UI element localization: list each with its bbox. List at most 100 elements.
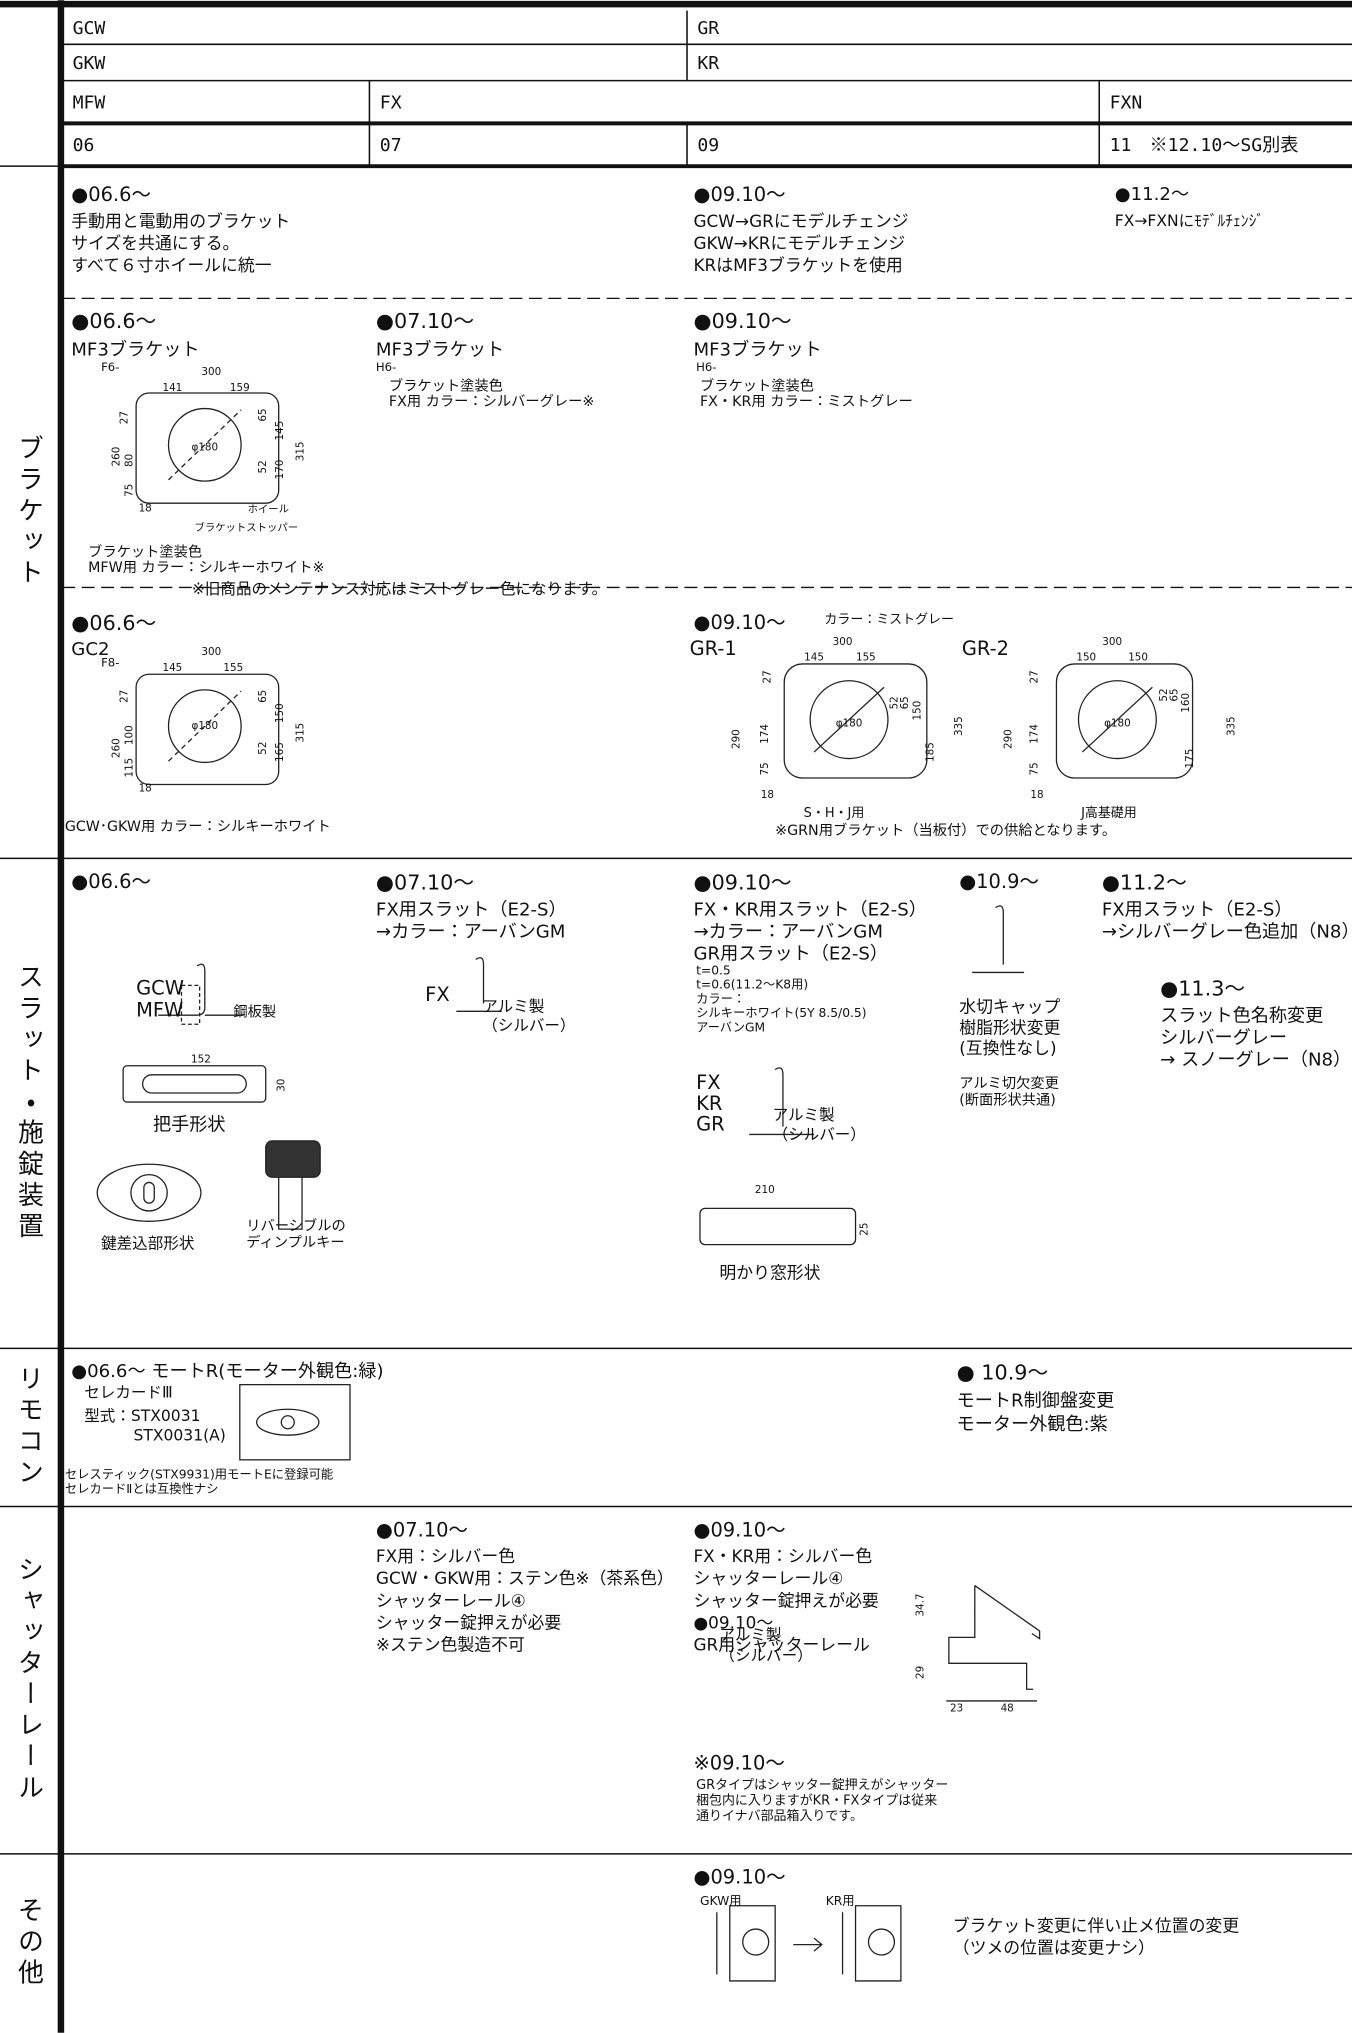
note-line: 明かり窓形状 xyxy=(719,1262,820,1282)
dimension-label: 27 xyxy=(761,670,773,683)
dimension-label: 18 xyxy=(761,789,774,801)
note-line: 梱包内に入りますがKR・FXタイプは従来 xyxy=(696,1793,937,1809)
header-cell: GCW xyxy=(73,18,106,39)
section-label: その他 xyxy=(14,1897,44,1990)
dimension-label: 52 xyxy=(257,742,269,755)
section-label: ブラケット xyxy=(14,434,44,590)
dimension-label: 150 xyxy=(1076,651,1096,663)
dimension-label: 165 xyxy=(274,742,286,762)
dimension-label: 48 xyxy=(1001,1703,1014,1715)
note-line: ※旧商品のメンテナンス対応はミストグレー色になります。 xyxy=(192,580,607,598)
header-cell: 11 ※12.10〜SG別表 xyxy=(1110,135,1299,156)
header-cell: 09 xyxy=(697,135,719,156)
dimension-label: φ180 xyxy=(836,718,863,730)
dimension-label: 300 xyxy=(833,636,853,648)
note-line: カラー： xyxy=(696,992,745,1006)
note-line: →カラー：アーバンGM xyxy=(376,921,566,942)
note-line: FX用スラット（E2-S） xyxy=(376,899,567,920)
dimension-label: 65 xyxy=(1168,688,1180,701)
note-line: アーバンGM xyxy=(696,1020,765,1034)
note-line: （シルバー） xyxy=(482,1017,575,1035)
note-line: MFW用 カラー：シルキーホワイト※ xyxy=(88,560,324,576)
dimension-label: 155 xyxy=(856,651,876,663)
section-label: スラット・施錠装置 xyxy=(14,963,44,1243)
dimension-label: 150 xyxy=(912,701,924,721)
slat-drawings xyxy=(96,905,1025,1246)
note-line: ●07.10〜 xyxy=(376,1518,468,1541)
note-line: サイズを共通にする。 xyxy=(71,233,239,253)
note-line: FX・KR用スラット（E2-S） xyxy=(693,899,926,920)
note-line: ブラケット変更に伴い止メ位置の変更 xyxy=(953,1916,1240,1936)
header-cell: 06 xyxy=(73,135,95,156)
note-line: ●11.2〜 xyxy=(1115,184,1189,205)
dimension-label: φ180 xyxy=(192,441,219,453)
dimension-label: 30 xyxy=(275,1079,287,1092)
note-line: (断面形状共通) xyxy=(959,1092,1056,1109)
note-line: GKW用 xyxy=(700,1894,742,1908)
dimension-label: 25 xyxy=(859,1222,871,1235)
note-line: FX xyxy=(425,983,450,1006)
note-line: セレカードⅢ xyxy=(84,1384,172,1402)
note-line: ●06.6〜 xyxy=(71,183,151,206)
note-line: ●09.10〜 xyxy=(693,309,791,333)
dimension-label: 34.7 xyxy=(914,1593,926,1616)
dimension-label: 290 xyxy=(1002,729,1014,749)
note-line: モートR制御盤変更 xyxy=(957,1391,1115,1412)
header-cell: GR xyxy=(697,18,719,39)
note-line: J高基礎用 xyxy=(1080,805,1137,821)
header-cell: KR xyxy=(697,53,719,74)
header-cell: FX xyxy=(380,92,402,113)
note-line: （シルバー） xyxy=(773,1126,866,1144)
note-line: スラット色名称変更 xyxy=(1160,1006,1323,1027)
dimension-label: 115 xyxy=(124,758,136,778)
dimension-label: 145 xyxy=(163,662,183,674)
note-line: GR-1 xyxy=(690,637,737,660)
dimension-label: 75 xyxy=(1028,762,1040,775)
note-line: 型式：STX0031 xyxy=(84,1407,200,1425)
note-line: ●09.10〜 xyxy=(693,183,785,206)
dimension-label: 335 xyxy=(953,716,965,736)
note-line: アルミ製 xyxy=(719,1626,781,1644)
note-line: →カラー：アーバンGM xyxy=(693,921,883,942)
note-line: FX用 カラー：シルバーグレー※ xyxy=(389,393,594,410)
dimension-label: 300 xyxy=(201,366,221,378)
note-line: （シルバー） xyxy=(719,1647,812,1665)
note-line: S・H・J用 xyxy=(804,806,865,821)
note-line: KRはMF3ブラケットを使用 xyxy=(693,255,902,275)
note-line: H6- xyxy=(696,360,716,374)
note-line: ※GRN用ブラケット（当板付）での供給となります。 xyxy=(775,821,1116,839)
note-line: シャッターレール④ xyxy=(376,1590,526,1610)
note-line: (互換性なし) xyxy=(959,1038,1056,1058)
note-line: ブラケット塗装色 xyxy=(389,376,503,394)
note-line: KR用 xyxy=(826,1894,855,1908)
note-line: 手動用と電動用のブラケット xyxy=(71,211,290,231)
note-line: 樹脂形状変更 xyxy=(959,1017,1060,1037)
note-line: FX用：シルバー色 xyxy=(376,1546,515,1566)
dimension-label: 260 xyxy=(111,447,123,467)
note-line: FX・KR用：シルバー色 xyxy=(693,1546,872,1566)
note-line: シャッター錠押えが必要 xyxy=(376,1612,561,1632)
dimension-label: 75 xyxy=(759,762,771,775)
dimension-label: 175 xyxy=(1184,749,1196,769)
note-line: シルバーグレー xyxy=(1160,1028,1287,1049)
note-line: ※09.10〜 xyxy=(693,1752,784,1775)
dimension-label: 27 xyxy=(118,411,130,424)
note-line: GR-2 xyxy=(962,637,1009,660)
note-line: ●09.10〜 xyxy=(693,1518,785,1541)
note-line: MF3ブラケット xyxy=(693,338,821,360)
note-line: すべて６寸ホイールに統一 xyxy=(71,255,271,275)
header-cell: FXN xyxy=(1110,92,1143,113)
note-line: → スノーグレー（N8） xyxy=(1160,1050,1351,1071)
note-line: アルミ製 xyxy=(482,997,544,1015)
dimension-label: 52 xyxy=(1158,688,1170,701)
dimension-label: 65 xyxy=(257,408,269,421)
dimension-label: 52 xyxy=(888,696,900,709)
dimension-label: 23 xyxy=(950,1703,963,1715)
note-line: ●11.3〜 xyxy=(1160,977,1245,1001)
note-line: アルミ切欠変更 xyxy=(959,1075,1059,1092)
note-line: ●09.10〜 xyxy=(693,1612,773,1632)
note-line: ●09.10〜 xyxy=(693,870,791,894)
dimension-label: φ180 xyxy=(1104,718,1131,730)
